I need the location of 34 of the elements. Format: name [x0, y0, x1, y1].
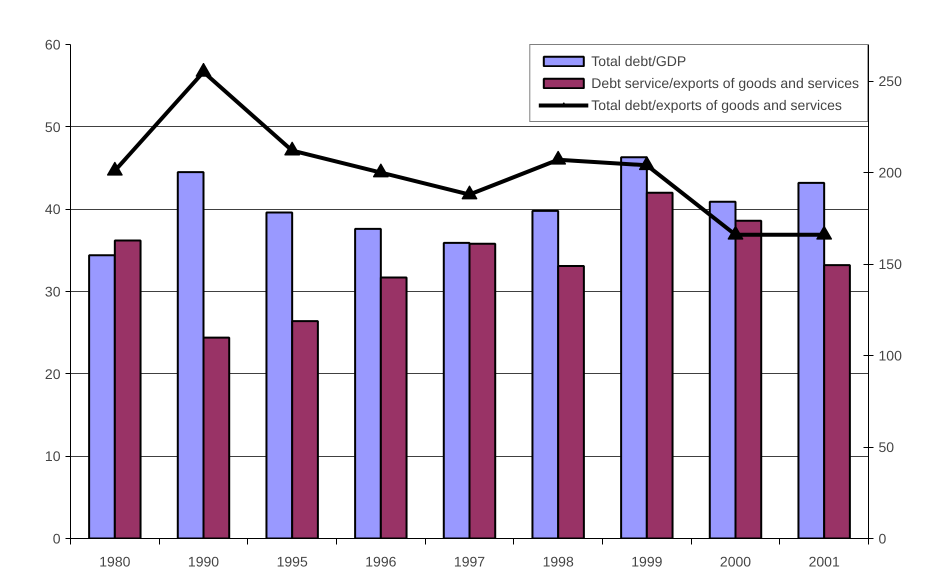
x-tick-label: 1995	[276, 554, 308, 570]
point	[728, 226, 744, 240]
x-tick-label: 1997	[454, 554, 486, 570]
point	[106, 162, 123, 176]
y2-tick-label: 100	[878, 348, 902, 364]
x-tick-label: 2001	[808, 554, 840, 570]
y-tick-label: 40	[44, 201, 61, 218]
x-tick-label: 1999	[631, 554, 663, 570]
point	[816, 226, 832, 240]
y2-tick-label: 150	[878, 256, 902, 272]
y2-tick-label: 0	[878, 530, 886, 546]
x-tick-label: 1996	[365, 554, 397, 570]
y-tick-label: 20	[44, 366, 61, 382]
legend-label: Total debt/GDP	[591, 53, 686, 69]
y-tick-label: 0	[52, 530, 61, 546]
point	[638, 156, 655, 170]
point	[462, 185, 478, 200]
x-tick-label: 1980	[99, 554, 131, 570]
x-tick-label: 1998	[542, 554, 574, 570]
y2-tick-label: 200	[878, 164, 902, 181]
y2-tick-label: 250	[878, 73, 902, 90]
y-tick-label: 30	[44, 284, 61, 300]
legend-label: Debt service/exports of goods and services	[591, 75, 859, 91]
point	[284, 141, 300, 156]
legend-label: Total debt/exports of goods and services	[591, 97, 842, 113]
point	[372, 163, 389, 178]
point	[196, 62, 212, 77]
x-tick-label: 1990	[188, 554, 220, 570]
point	[550, 150, 566, 165]
y-tick-label: 50	[44, 118, 61, 135]
y-tick-label: 10	[44, 448, 61, 464]
y-tick-label: 60	[44, 36, 61, 52]
y2-tick-label: 50	[878, 439, 894, 456]
x-tick-label: 2000	[720, 554, 752, 570]
